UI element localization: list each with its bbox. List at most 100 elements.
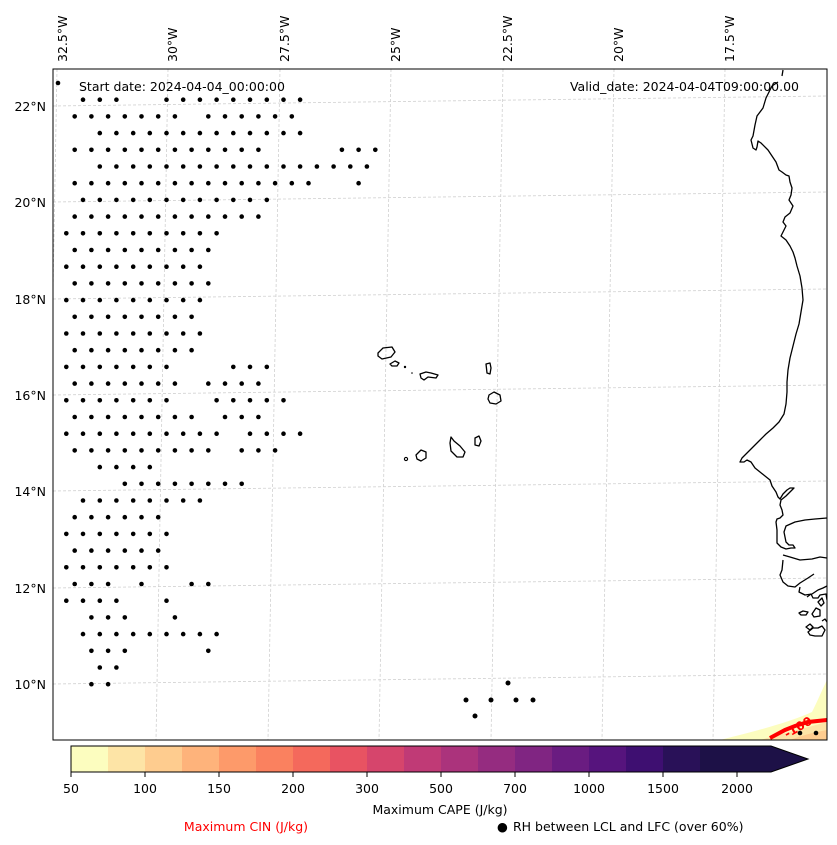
rh-stipple-dot [97,431,103,437]
rh-stipple-dot [139,414,144,420]
rh-stipple-dot [80,364,86,370]
rh-stipple-dot [155,347,161,353]
rh-stipple-dot [122,414,128,420]
colorbar-outline [70,745,810,773]
rh-stipple-dot [89,681,94,687]
rh-stipple-dot [147,431,153,437]
rh-stipple-dot [114,164,119,169]
rh-stipple-dot [139,214,144,219]
rh-stipple-dot [180,631,186,637]
rh-stipple-dot [505,680,511,686]
rh-stipple-dot [155,314,161,320]
coastline-gambia-river [782,554,827,561]
rh-stipple-dot [89,347,94,353]
lat-label: 10°N [14,677,46,692]
rh-stipple-dot [80,97,86,102]
rh-stipple-dot [139,481,144,487]
coastline-guinea-bissau [779,559,827,596]
rh-stipple-dot [180,297,186,303]
colorbar-tick-label: 200 [281,781,305,796]
colorbar-swatch [145,746,183,772]
rh-stipple-dot [64,431,69,437]
rh-stipple-dot [122,448,128,453]
rh-stipple-dot [97,197,103,203]
rh-stipple-dot [214,231,219,236]
rh-stipple-dot [164,231,169,236]
rh-stipple-dot [164,197,169,203]
island-sao-vicente [389,360,400,367]
rh-stipple-dot [264,130,270,136]
rh-stipple-dot [114,97,119,102]
colorbar-tick-label: 150 [207,781,231,796]
rh-stipple-dot [89,214,94,219]
rh-stipple-dot [172,314,178,320]
rh-stipple-dot [264,431,270,437]
rh-stipple-dot [189,481,194,487]
rh-stipple-dot [222,481,228,487]
rh-stipple-dot [797,730,803,736]
rh-stipple-dot [89,180,94,186]
island-sao-nicolau [419,371,439,381]
rh-stipple-dot [813,730,819,736]
rh-stipple-dot [105,180,111,186]
rh-stipple-dot [247,130,253,136]
rh-stipple-dot [231,164,236,169]
rh-stipple-dot [513,697,519,703]
rh-stipple-dot [72,381,77,386]
colorbar-swatch [441,746,479,772]
rh-stipple-dot [164,531,169,537]
rh-stipple-dot [64,231,69,236]
rh-stipple-dot [180,197,186,203]
colorbar-tick-label: 500 [429,781,453,796]
rh-stipple-dot [72,114,77,119]
rh-stipple-dot [289,114,295,119]
rh-stipple-dot [222,414,228,420]
rh-stipple-dot [180,264,186,270]
rh-stipple-dot [197,631,203,637]
rh-stipple-dot [147,231,153,236]
rh-stipple-dot [97,398,103,403]
rh-stipple-dot [139,347,144,353]
rh-stipple-dot [122,147,128,153]
colorbar-tick-label: 300 [355,781,379,796]
rh-stipple-dot [214,398,219,403]
rh-stipple-dot [89,414,94,420]
rh-stipple-dot [97,565,103,570]
rh-stipple-dot [356,147,361,153]
meridian-line [267,69,281,740]
rh-stipple-dot [105,414,111,420]
rh-stipple-dot [264,97,270,102]
rh-stipple-dot [239,180,244,186]
rh-stipple-dot [147,197,153,203]
rh-stipple-dot [130,164,136,169]
rh-stipple-dot [172,180,178,186]
rh-stipple-dot [97,631,103,637]
rh-stipple-dot [139,180,144,186]
rh-stipple-dot [64,297,69,303]
colorbar-swatch [219,746,257,772]
rh-stipple-dot [197,264,203,270]
rh-stipple-dot [97,164,103,169]
rh-stipple-dot [139,448,144,453]
rh-stipple-dot [139,581,144,587]
rh-stipple-dot [114,364,119,370]
rh-stipple-dot [72,448,77,453]
rh-stipple-dot [97,264,103,270]
rh-stipple-dot [264,164,270,169]
rh-stipple-dot [122,481,128,487]
rh-stipple-dot [105,314,111,320]
rh-stipple-dot [122,514,128,520]
rh-stipple-dot [272,180,278,186]
rh-stipple-dot [214,97,219,102]
rh-stipple-dot [172,247,178,253]
lon-label: 30°W [165,27,180,62]
island-maio [474,435,482,447]
rh-stipple-dot [147,531,153,537]
rh-stipple-dot [231,364,236,370]
rh-stipple-dot [147,364,153,370]
rh-stipple-dot [122,247,128,253]
colorbar-tick-label: 50 [63,781,79,796]
rh-stipple-dot [206,247,211,253]
rh-stipple-dot [105,114,111,119]
